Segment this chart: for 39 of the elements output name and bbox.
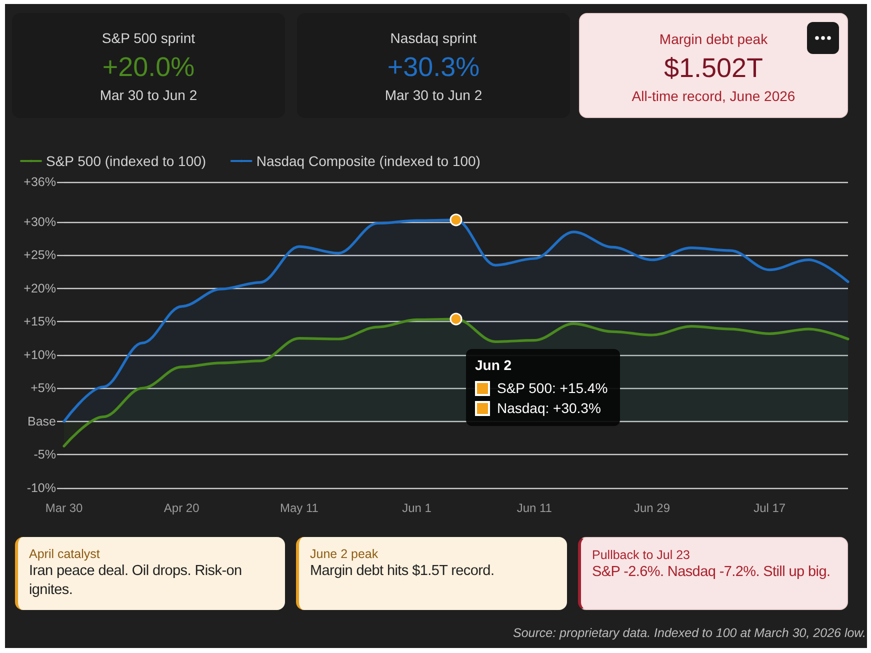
text: Pullback to Jul 23	[592, 547, 691, 563]
y-tick-label: Base	[28, 414, 56, 428]
x-tick-label: Jun 1	[402, 501, 432, 515]
y-tick-label: -10%	[26, 481, 56, 495]
y-tick-label: -5%	[34, 448, 56, 462]
annotation: S&P 500: +15.4%	[497, 379, 608, 398]
x-tick-label: Apr 20	[164, 501, 200, 515]
text: $1.502T	[662, 52, 764, 84]
annotation: Jun 2	[475, 356, 513, 376]
text: Mar 30 to Jun 2	[98, 86, 198, 104]
y-tick-label: +36%	[24, 175, 56, 189]
y-tick-label: +15%	[24, 314, 56, 329]
text: Iran peace deal. Oil drops. Risk-on ignites.	[29, 562, 243, 600]
x-tick-label: May 11	[280, 501, 319, 515]
text: All-time record, June 2026	[630, 87, 796, 105]
x-tick-label: Jun 11	[516, 501, 552, 515]
text: June 2 peak	[310, 546, 380, 562]
x-tick-label: Jun 29	[634, 501, 670, 515]
text: S&P -2.6%. Nasdaq -7.2%. Still up big.	[592, 563, 832, 582]
text: +30.3%	[386, 51, 481, 83]
text: Nasdaq sprint	[389, 29, 478, 47]
text: Margin debt peak	[658, 30, 769, 48]
text: Margin debt hits $1.5T record.	[310, 562, 496, 581]
y-tick-label: +25%	[24, 248, 56, 262]
text: S&P 500 sprint	[100, 29, 196, 47]
text: Mar 30 to Jun 2	[384, 86, 484, 104]
annotation: Nasdaq: +30.3%	[497, 399, 601, 418]
text: April catalyst	[29, 546, 101, 562]
x-tick-label: Jul 17	[754, 501, 786, 515]
y-tick-label: +30%	[24, 214, 56, 229]
source-note: Source: proprietary data. Indexed to 100 at March 30, 2026 low.	[512, 625, 866, 641]
legend-label: Nasdaq Composite (indexed to 100)	[256, 153, 480, 169]
y-tick-label: +20%	[24, 281, 56, 296]
legend-label: S&P 500 (indexed to 100)	[46, 153, 206, 169]
text: +20.0%	[101, 51, 196, 83]
y-tick-label: +10%	[24, 348, 56, 362]
y-tick-label: +5%	[30, 381, 56, 396]
x-tick-label: Mar 30	[45, 501, 83, 515]
tooltip-box: Jun 2 S&P 500: +15.4% Nasdaq: +30.3%	[466, 349, 620, 426]
